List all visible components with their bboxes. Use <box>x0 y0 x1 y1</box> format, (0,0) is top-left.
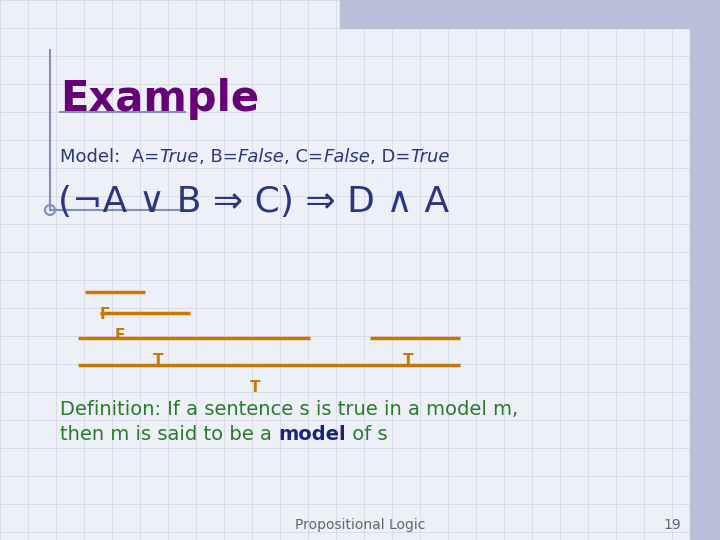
Text: , B=: , B= <box>199 148 238 166</box>
Text: Model:  A=: Model: A= <box>60 148 159 166</box>
Text: , D=: , D= <box>370 148 410 166</box>
Text: Propositional Logic: Propositional Logic <box>294 518 426 532</box>
Text: True: True <box>159 148 199 166</box>
Bar <box>340 0 698 28</box>
Text: T: T <box>250 380 260 395</box>
Text: 19: 19 <box>663 518 681 532</box>
Text: Definition: If a sentence s is true in a model m,: Definition: If a sentence s is true in a… <box>60 400 518 419</box>
Text: , C=: , C= <box>284 148 323 166</box>
Text: F: F <box>100 307 110 322</box>
Text: True: True <box>410 148 450 166</box>
Text: T: T <box>402 353 413 368</box>
Text: False: False <box>323 148 370 166</box>
Bar <box>690 0 720 540</box>
Text: of s: of s <box>346 425 387 444</box>
Text: Example: Example <box>60 78 259 120</box>
Text: then m is said to be a: then m is said to be a <box>60 425 278 444</box>
Text: (¬A ∨ B ⇒ C) ⇒ D ∧ A: (¬A ∨ B ⇒ C) ⇒ D ∧ A <box>58 185 449 219</box>
Text: model: model <box>278 425 346 444</box>
Text: F: F <box>114 328 125 343</box>
Text: False: False <box>238 148 284 166</box>
Text: T: T <box>153 353 163 368</box>
